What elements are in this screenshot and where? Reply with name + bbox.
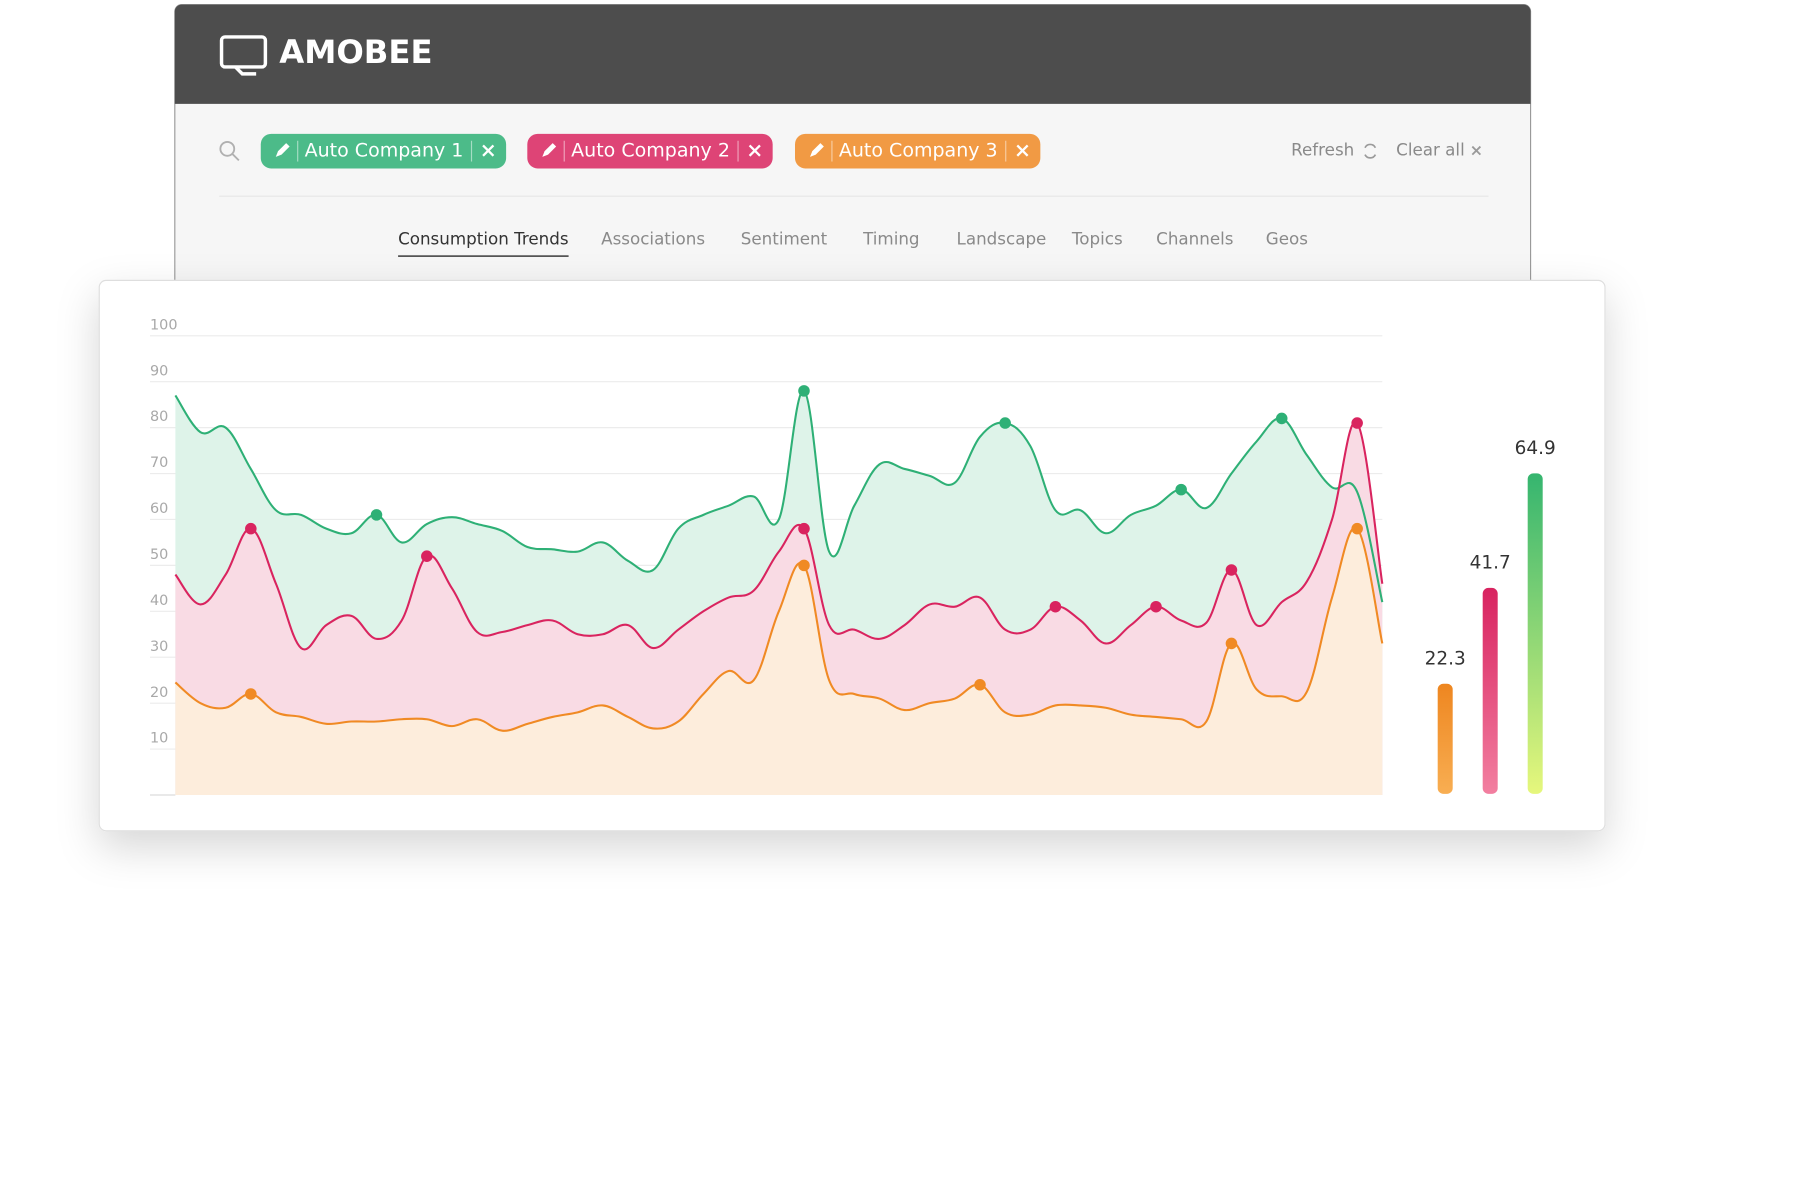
series-line bbox=[174, 526, 1384, 732]
y-tick-label: 100 bbox=[150, 317, 178, 333]
remove-icon[interactable] bbox=[1016, 144, 1029, 157]
bar-value-label: 22.3 bbox=[1425, 648, 1466, 669]
remove-icon[interactable] bbox=[748, 144, 761, 157]
y-tick-label: 90 bbox=[150, 363, 168, 379]
y-tick-label: 30 bbox=[150, 639, 168, 655]
brand: AMOBEE bbox=[279, 33, 432, 71]
peak-marker bbox=[798, 559, 810, 572]
app-window: AMOBEE Auto Company 1 Auto Company 2 Auto … bbox=[174, 0, 1532, 340]
tab[interactable]: Consumption Trends bbox=[398, 229, 569, 249]
tab[interactable]: Geos bbox=[1266, 229, 1308, 249]
bar-value-label: 64.9 bbox=[1515, 438, 1556, 459]
peak-marker bbox=[999, 417, 1011, 429]
peak-marker bbox=[1175, 483, 1187, 496]
y-tick-label: 10 bbox=[150, 731, 168, 747]
refresh-button[interactable]: Refresh bbox=[1291, 140, 1354, 160]
clear-icon[interactable] bbox=[1471, 145, 1482, 156]
peak-marker bbox=[798, 385, 810, 397]
peak-marker bbox=[421, 550, 433, 562]
peak-marker bbox=[974, 679, 986, 691]
clear-all-button[interactable]: Clear all bbox=[1396, 140, 1465, 160]
bar bbox=[1437, 683, 1453, 794]
total-bars: 22.3 41.7 64.9 bbox=[1425, 438, 1556, 794]
tab[interactable]: Landscape bbox=[957, 229, 1047, 249]
tab[interactable]: Sentiment bbox=[741, 229, 828, 249]
peak-marker bbox=[1225, 637, 1238, 650]
y-tick-label: 80 bbox=[150, 409, 168, 425]
filter-chip[interactable]: Auto Company 2 bbox=[527, 0, 773, 169]
series-area bbox=[175, 527, 1383, 795]
tab[interactable]: Timing bbox=[862, 229, 919, 249]
peak-marker bbox=[1351, 417, 1363, 429]
chip-label: Auto Company 1 bbox=[305, 140, 464, 162]
bar-value-label: 41.7 bbox=[1470, 553, 1511, 574]
series-line bbox=[174, 420, 1384, 651]
bar bbox=[1482, 587, 1498, 794]
filter-chip[interactable]: Auto Company 3 bbox=[795, 0, 1041, 169]
y-tick-label: 20 bbox=[150, 685, 168, 701]
y-tick-label: 60 bbox=[150, 501, 168, 517]
peak-marker bbox=[1351, 522, 1363, 535]
edit-icon[interactable] bbox=[542, 143, 557, 157]
edit-icon[interactable] bbox=[810, 143, 824, 157]
chip-background bbox=[527, 133, 773, 169]
chip-background bbox=[795, 133, 1041, 169]
tabs: Consumption Trends Associations Sentiment T… bbox=[398, 229, 1308, 258]
series-area bbox=[175, 421, 1383, 795]
refresh-icon[interactable] bbox=[1364, 143, 1377, 159]
y-tick-label: 70 bbox=[150, 455, 168, 471]
peak-marker bbox=[798, 522, 810, 535]
chip-background bbox=[260, 133, 507, 169]
filter-chip[interactable]: Auto Company 1 bbox=[260, 0, 507, 169]
edit-icon[interactable] bbox=[275, 143, 290, 157]
peak-marker bbox=[245, 522, 257, 535]
trend-chart: 10 20 30 40 50 60 70 80 90 100 bbox=[150, 317, 1384, 796]
header-bar bbox=[174, 4, 1531, 104]
bar bbox=[1527, 473, 1543, 794]
logo-icon bbox=[219, 35, 268, 76]
chip-label: Auto Company 3 bbox=[839, 140, 998, 162]
y-tick-label: 40 bbox=[150, 593, 168, 609]
chip-label: Auto Company 2 bbox=[571, 140, 730, 162]
tab[interactable]: Channels bbox=[1156, 229, 1233, 249]
peak-marker bbox=[1150, 600, 1162, 613]
remove-icon[interactable] bbox=[482, 144, 495, 157]
peak-marker bbox=[1049, 600, 1062, 613]
peak-marker bbox=[370, 509, 383, 521]
tab[interactable]: Topics bbox=[1071, 229, 1123, 249]
peak-marker bbox=[1275, 412, 1288, 425]
y-tick-label: 50 bbox=[150, 547, 168, 563]
search-icon[interactable] bbox=[219, 141, 240, 162]
filter-chips: Auto Company 1 Auto Company 2 Auto Company… bbox=[260, 0, 1041, 169]
peak-marker bbox=[245, 688, 257, 700]
tab[interactable]: Associations bbox=[601, 229, 705, 249]
peak-marker bbox=[1225, 564, 1238, 576]
